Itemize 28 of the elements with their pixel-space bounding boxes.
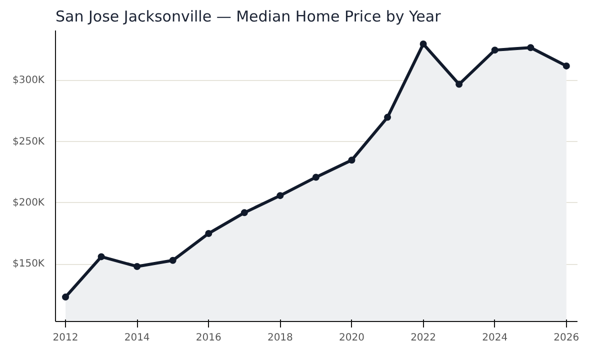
point: [562, 62, 570, 70]
point: [240, 209, 248, 216]
point: [527, 44, 534, 52]
x-tick-label: 2014: [124, 332, 150, 343]
point: [420, 40, 427, 48]
x-tick-label: 2012: [52, 332, 78, 343]
y-tick-label: $250K: [12, 136, 45, 148]
point: [384, 114, 392, 121]
x-tick-label: 2016: [196, 332, 222, 343]
point: [276, 192, 284, 200]
chart-title: San Jose Jacksonville — Median Home Price by Year: [56, 8, 442, 26]
point: [456, 80, 463, 88]
point: [312, 174, 320, 181]
point: [491, 46, 498, 54]
x-tick-label: 2020: [339, 332, 364, 343]
point: [62, 294, 70, 301]
point: [98, 253, 105, 260]
x-tick-label: 2022: [410, 332, 436, 343]
y-tick-label: $200K: [12, 197, 45, 208]
y-tick-label: $300K: [12, 75, 45, 86]
point: [348, 156, 356, 164]
point: [205, 230, 212, 237]
x-tick-label: 2018: [267, 332, 293, 343]
x-tick-label: 2026: [554, 332, 580, 343]
x-tick-label: 2024: [482, 332, 508, 343]
y-tick-label: $150K: [12, 258, 45, 270]
point: [134, 262, 141, 270]
point: [169, 256, 176, 264]
